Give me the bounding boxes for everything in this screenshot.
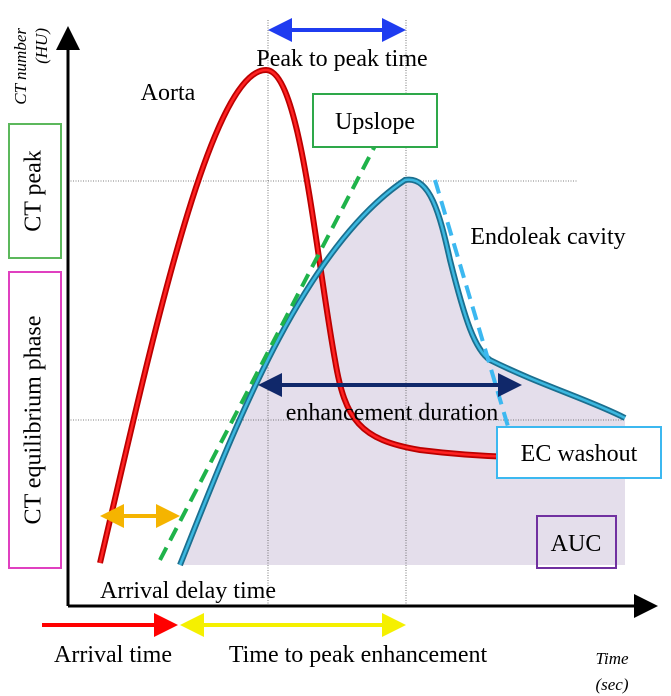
auc-box [536,515,617,569]
upslope-box [312,93,438,148]
upslope-line [158,139,380,561]
arrival-time-label: Arrival time [54,642,172,668]
y-axis-label: CT number [11,28,30,105]
washout-label: EC washout [521,441,638,467]
washout-box [496,426,662,479]
equilibrium-label: CT equilibrium phase [21,316,47,525]
upslope-label: Upslope [335,109,415,135]
ct-peak-box [8,123,62,259]
arrival-delay-label: Arrival delay time [100,578,276,604]
y-axis-unit: (HU) [32,28,51,64]
aorta-highlight [98,68,616,564]
aorta-label: Aorta [141,80,196,106]
endoleak-label: Endoleak cavity [470,224,625,250]
duration-label: enhancement duration [286,400,499,426]
auc-label: AUC [551,531,602,557]
equilibrium-box [8,271,62,569]
x-axis-unit: (sec) [595,675,628,694]
peak-label: Peak to peak time [256,46,427,72]
x-axis-label: Time [595,649,629,668]
ttp-label: Time to peak enhancement [229,642,488,668]
ct-peak-label: CT peak [21,150,47,232]
